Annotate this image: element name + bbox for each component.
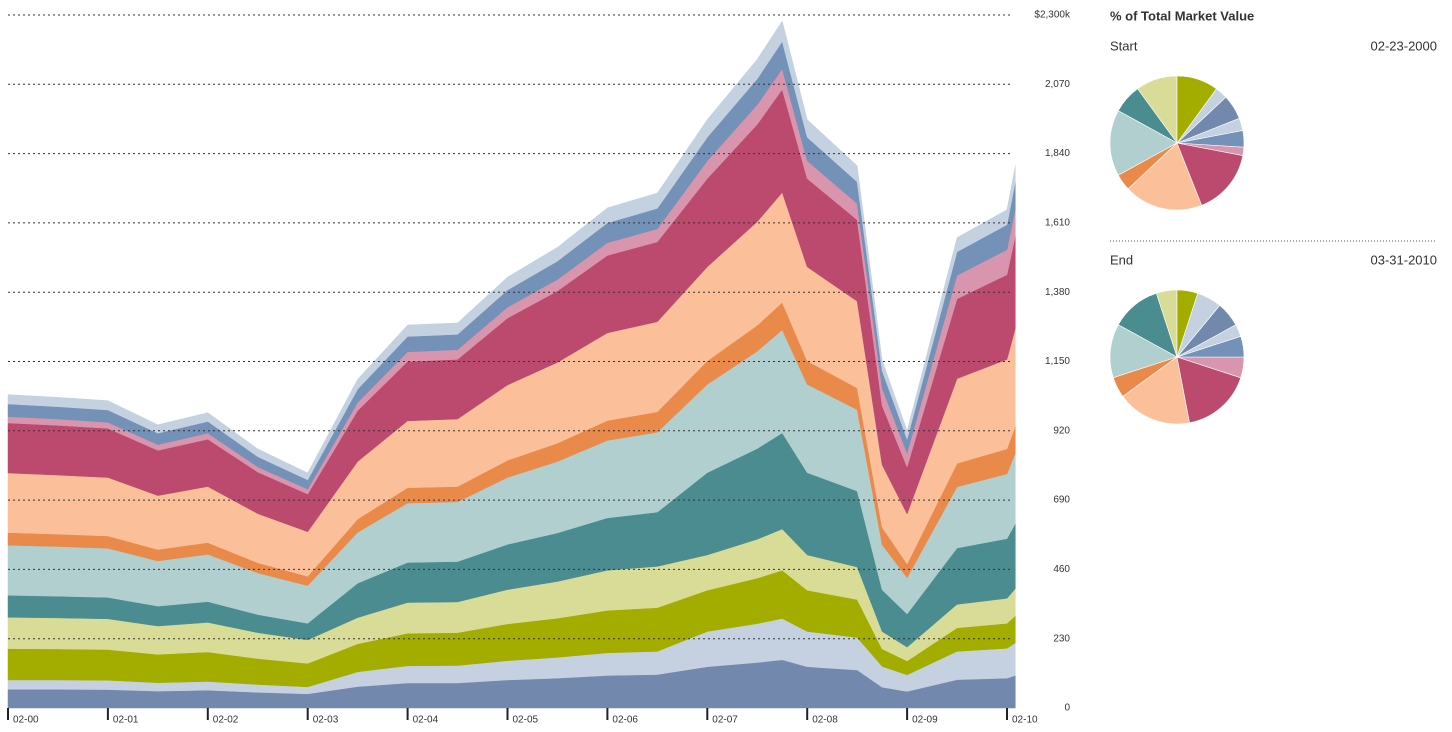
pie-slice (1176, 142, 1244, 206)
x-tick-label: 02-00 (13, 715, 39, 726)
panel-title: % of Total Market Value (1110, 8, 1254, 23)
pie-slice (1109, 110, 1178, 176)
y-tick-label: 460 (1053, 564, 1070, 575)
pie-slice (1122, 356, 1190, 425)
pie-label: Start (1110, 38, 1138, 53)
area (7, 20, 1016, 481)
y-tick-label: $2,300k (1034, 10, 1071, 21)
x-tick-label: 02-05 (513, 715, 539, 726)
x-tick-label: 02-08 (812, 715, 838, 726)
y-tick-label: 2,070 (1045, 79, 1070, 90)
pie-date: 03-31-2010 (1371, 252, 1438, 267)
y-tick-label: 0 (1064, 703, 1070, 714)
pie-slice (1109, 324, 1178, 379)
x-tick-label: 02-07 (712, 715, 738, 726)
y-tick-label: 1,610 (1045, 218, 1070, 229)
x-tick-label: 02-06 (612, 715, 638, 726)
y-tick-label: 1,150 (1045, 356, 1070, 367)
pie-slice (1127, 142, 1203, 211)
x-tick-label: 02-04 (413, 715, 439, 726)
y-tick-label: 1,840 (1045, 148, 1070, 159)
pie-label: End (1110, 252, 1133, 267)
y-tick-label: 230 (1053, 633, 1070, 644)
pie-slice (1176, 289, 1199, 358)
x-tick-label: 02-01 (113, 715, 139, 726)
x-tick-label: 02-10 (1012, 715, 1038, 726)
pie-date: 02-23-2000 (1371, 38, 1438, 53)
y-tick-label: 920 (1053, 425, 1070, 436)
pie-slice (1176, 356, 1242, 424)
pie-slice (1176, 75, 1217, 144)
y-tick-label: 690 (1053, 495, 1070, 506)
x-tick-label: 02-03 (313, 715, 339, 726)
y-tick-label: 1,380 (1045, 287, 1070, 298)
x-tick-label: 02-02 (213, 715, 239, 726)
x-tick-label: 02-09 (912, 715, 938, 726)
